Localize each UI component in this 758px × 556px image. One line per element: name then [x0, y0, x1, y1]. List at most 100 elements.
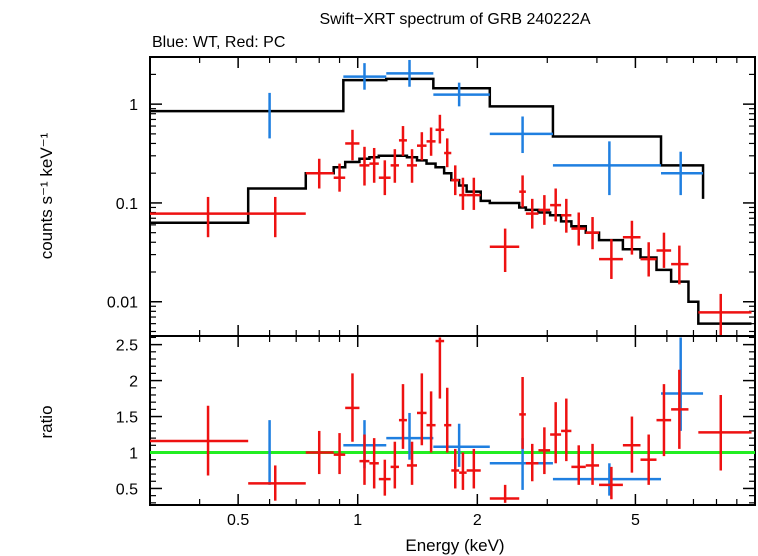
- pc-data-point: [398, 384, 407, 449]
- wt-data-point: [661, 337, 704, 431]
- plot-area: [150, 337, 755, 503]
- pc-data-point: [369, 438, 379, 489]
- pc-data-point: [406, 441, 418, 485]
- y-tick-label: 1: [129, 446, 138, 463]
- pc-data-point: [150, 405, 249, 476]
- pc-data-point: [305, 430, 334, 475]
- pc-data-point: [435, 337, 445, 399]
- pc-data-point: [538, 195, 551, 225]
- pc-data-point: [519, 376, 526, 449]
- pc-data-point: [525, 443, 539, 482]
- x-tick-label: 0.5: [227, 512, 249, 529]
- pc-data-point: [466, 177, 481, 210]
- pc-data-point: [248, 465, 306, 501]
- pc-data-point: [345, 373, 360, 442]
- pc-data-point: [378, 160, 391, 196]
- pc-data-point: [444, 138, 452, 168]
- pc-data-point: [345, 129, 360, 161]
- pc-data-point: [585, 217, 600, 250]
- pc-data-point: [369, 147, 379, 183]
- pc-data-point: [150, 196, 249, 238]
- pc-data-point: [489, 228, 520, 272]
- pc-data-point: [640, 242, 657, 277]
- y-tick-label: 0.5: [116, 481, 138, 498]
- y-tick-label: 0.01: [107, 295, 138, 312]
- wt-data-point: [343, 63, 387, 90]
- pc-data-point: [571, 445, 586, 485]
- pc-data-point: [426, 391, 436, 453]
- x-tick-label: 1: [353, 512, 362, 529]
- pc-data-point: [417, 132, 427, 161]
- x-tick-label: 2: [473, 512, 482, 529]
- pc-data-point: [459, 452, 467, 490]
- x-tick-label: 5: [631, 512, 640, 529]
- pc-data-point: [378, 459, 391, 496]
- wt-data-point: [433, 423, 490, 467]
- pc-data-point: [599, 239, 623, 279]
- pc-data-point: [451, 448, 460, 489]
- plot-area: [150, 59, 752, 336]
- pc-data-point: [622, 220, 641, 255]
- pc-data-point: [398, 126, 407, 156]
- wt-data-point: [661, 151, 704, 196]
- y-axis-label-ratio: ratio: [37, 405, 56, 438]
- pc-data-point: [622, 416, 641, 473]
- y-tick-label: 0.1: [116, 196, 138, 213]
- pc-data-point: [550, 188, 562, 222]
- chart-subtitle: Blue: WT, Red: PC: [152, 34, 285, 51]
- pc-data-point: [525, 198, 539, 229]
- pc-data-point: [444, 387, 452, 453]
- y-tick-label: 2.5: [116, 338, 138, 355]
- pc-data-point: [561, 198, 572, 233]
- pc-data-point: [671, 369, 689, 449]
- pc-data-point: [390, 149, 399, 183]
- pc-data-point: [698, 293, 752, 336]
- y-tick-label: 1: [129, 97, 138, 114]
- pc-data-point: [426, 127, 436, 156]
- wt-data-point: [433, 82, 490, 107]
- pc-data-point: [333, 163, 346, 192]
- pc-data-point: [640, 434, 657, 485]
- pc-data-point: [550, 402, 562, 464]
- pc-data-point: [359, 146, 370, 186]
- pc-data-point: [599, 466, 623, 500]
- spectrum-panel: 0.01 0.1 1: [107, 56, 756, 337]
- pc-data-point: [359, 434, 370, 485]
- x-axis-label: Energy (keV): [405, 536, 504, 555]
- pc-data-point: [489, 484, 520, 503]
- pc-data-point: [406, 149, 418, 183]
- pc-data-point: [656, 384, 672, 457]
- pc-data-point: [656, 232, 672, 268]
- wt-data-point: [552, 141, 662, 196]
- wt-data-point: [386, 59, 434, 87]
- wt-data-point: [489, 116, 553, 154]
- panel-frame: [149, 56, 756, 337]
- pc-data-point: [571, 212, 586, 246]
- pc-data-point: [519, 175, 526, 208]
- y-tick-label: 2: [129, 374, 138, 391]
- pc-data-point: [538, 427, 551, 475]
- panel-frame: [149, 335, 756, 506]
- pc-data-point: [561, 398, 572, 462]
- pc-model-step: [150, 154, 752, 325]
- figure-labels: Swift−XRT spectrum of GRB 240222A Blue: …: [37, 11, 591, 555]
- pc-data-point: [333, 433, 346, 475]
- y-tick-label: 1.5: [116, 410, 138, 427]
- y-axis-label-spectrum: counts s⁻¹ keV⁻¹: [37, 132, 56, 259]
- pc-data-point: [248, 196, 306, 238]
- pc-data-point: [671, 245, 689, 285]
- pc-data-point: [435, 114, 445, 144]
- pc-data-point: [466, 448, 481, 489]
- ratio-panel: 0.5 1 1.5 2 2.5 0.5 1 2 5: [116, 335, 756, 529]
- wt-data-point: [386, 412, 434, 460]
- pc-data-point: [698, 394, 752, 471]
- wt-model-step: [150, 77, 705, 199]
- pc-data-point: [390, 441, 399, 489]
- pc-data-point: [585, 443, 600, 485]
- chart-title: Swift−XRT spectrum of GRB 240222A: [319, 11, 590, 28]
- pc-data-point: [451, 165, 460, 196]
- pc-data-point: [417, 373, 427, 446]
- wt-data-point: [552, 463, 662, 496]
- pc-data-point: [459, 177, 467, 210]
